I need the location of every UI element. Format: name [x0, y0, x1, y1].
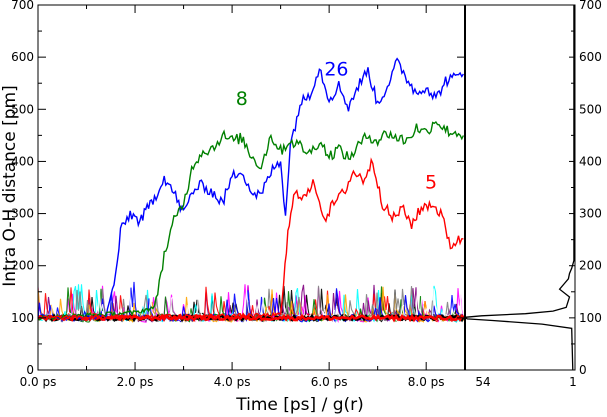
y-tick-label-right: 400: [579, 154, 602, 168]
y-tick-label: 600: [11, 50, 34, 64]
y-tick-label: 700: [11, 0, 34, 12]
y-tick-label: 100: [11, 311, 34, 325]
x-tick-label: 8.0 ps: [408, 375, 445, 389]
y-tick-label-right: 300: [579, 207, 602, 221]
series-label-8: 8: [236, 88, 248, 110]
y-tick-label-right: 700: [579, 0, 602, 12]
x-tick-label: 4.0 ps: [214, 375, 251, 389]
y-tick-label-right: 200: [579, 259, 602, 273]
series-label-5: 5: [425, 172, 437, 194]
series-line-5: [38, 157, 464, 322]
x-tick-label: 2.0 ps: [117, 375, 154, 389]
y-tick-label-right: 500: [579, 102, 602, 116]
y-tick-label-right: 600: [579, 50, 602, 64]
y-tick-label-right: 0: [579, 363, 587, 377]
gr-tick-label-right: 1: [569, 375, 577, 389]
series-label-26: 26: [324, 58, 348, 80]
gr-profile: [463, 5, 575, 371]
gr-curve: [463, 5, 575, 371]
x-tick-label: 6.0 ps: [311, 375, 348, 389]
y-tick-label: 300: [11, 207, 34, 221]
trajectory-traces: [38, 57, 465, 324]
axis-labels: Time [ps] / g(r) Intra O-H distance [pm]…: [0, 58, 437, 415]
y-tick-label: 400: [11, 154, 34, 168]
y-axis-title: Intra O-H distance [pm]: [0, 85, 20, 287]
traces-clip-group: [38, 57, 465, 324]
axis-ticks: 0 0 100 100 200 200 300 300 400 400 500 500 600 600 70…: [11, 0, 602, 389]
gr-tick-label-left: 54: [475, 375, 490, 389]
y-tick-label: 200: [11, 259, 34, 273]
series-line-26: [38, 57, 464, 321]
y-tick-label: 500: [11, 102, 34, 116]
series-line-8: [38, 120, 465, 321]
y-tick-label: 0: [26, 363, 34, 377]
x-tick-label: 0.0 ps: [20, 375, 57, 389]
y-tick-label-right: 100: [579, 311, 602, 325]
x-axis-title: Time [ps] / g(r): [235, 395, 364, 415]
